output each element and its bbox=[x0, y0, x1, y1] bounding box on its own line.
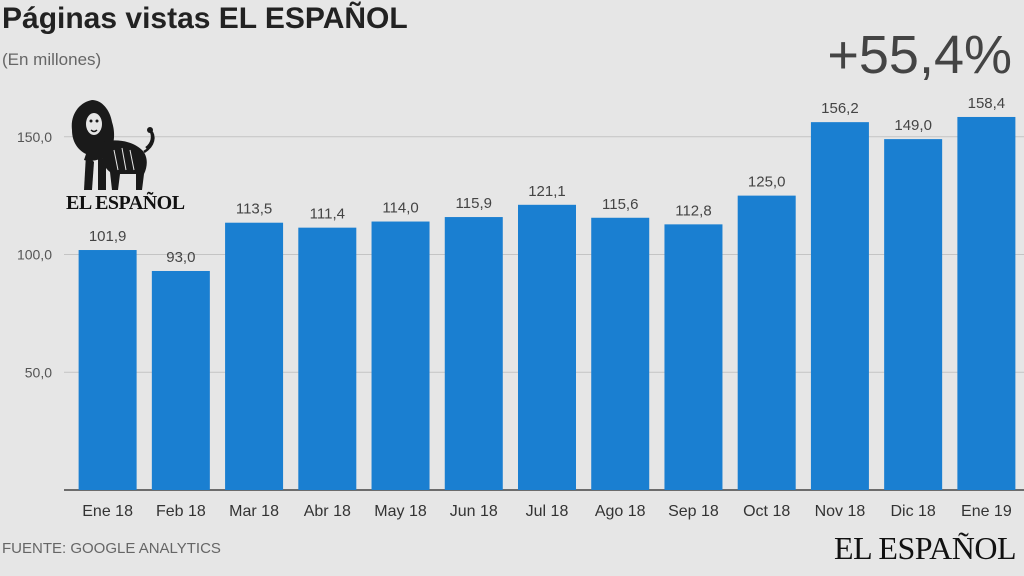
data-label: 158,4 bbox=[968, 95, 1006, 112]
x-tick-label: Ago 18 bbox=[595, 503, 646, 520]
bar bbox=[664, 224, 723, 490]
data-label: 115,6 bbox=[602, 196, 638, 213]
bar bbox=[151, 270, 210, 490]
bar bbox=[518, 204, 576, 490]
chart-title: Páginas vistas EL ESPAÑOL bbox=[2, 2, 408, 35]
x-tick-label: Dic 18 bbox=[890, 503, 935, 520]
data-label: 156,2 bbox=[821, 100, 859, 117]
bar bbox=[884, 139, 943, 491]
x-tick-label: Jul 18 bbox=[526, 503, 569, 520]
data-label: 112,8 bbox=[675, 202, 711, 219]
x-tick-label: Nov 18 bbox=[815, 503, 866, 520]
x-tick-label: Ene 18 bbox=[82, 503, 133, 520]
x-tick-label: Feb 18 bbox=[156, 503, 206, 520]
bar bbox=[78, 250, 137, 490]
x-tick-label: Ene 19 bbox=[961, 503, 1012, 520]
bar bbox=[298, 227, 357, 490]
data-label: 111,4 bbox=[310, 206, 345, 223]
bar bbox=[810, 122, 869, 491]
bar bbox=[957, 116, 1016, 490]
x-tick-label: Mar 18 bbox=[229, 503, 279, 520]
x-tick-label: Oct 18 bbox=[743, 503, 790, 520]
x-tick-label: Jun 18 bbox=[450, 503, 498, 520]
lion-icon bbox=[71, 100, 155, 190]
source-note: FUENTE: GOOGLE ANALYTICS bbox=[2, 540, 221, 557]
data-label: 149,0 bbox=[894, 117, 932, 134]
x-tick-label: May 18 bbox=[374, 503, 427, 520]
data-label: 121,1 bbox=[528, 183, 566, 200]
x-tick-label: Abr 18 bbox=[304, 503, 351, 520]
bar bbox=[444, 217, 503, 491]
data-label: 101,9 bbox=[89, 228, 127, 245]
y-tick-label: 150,0 bbox=[17, 129, 52, 145]
y-tick-label: 50,0 bbox=[25, 364, 52, 380]
bar bbox=[371, 221, 430, 490]
data-label: 115,9 bbox=[456, 195, 492, 212]
growth-highlight: +55,4% bbox=[827, 25, 1012, 85]
data-label: 114,0 bbox=[382, 200, 418, 217]
x-tick-label: Sep 18 bbox=[668, 503, 719, 520]
bar bbox=[591, 217, 650, 490]
brand-footer: EL ESPAÑOL bbox=[834, 530, 1016, 566]
data-label: 125,0 bbox=[748, 174, 786, 191]
data-label: 113,5 bbox=[236, 201, 272, 218]
bar bbox=[737, 195, 796, 490]
logo-wordmark: EL ESPAÑOL bbox=[66, 192, 185, 214]
y-tick-label: 100,0 bbox=[17, 247, 52, 263]
chart-subtitle: (En millones) bbox=[2, 50, 102, 69]
data-label: 93,0 bbox=[166, 249, 195, 266]
bar bbox=[225, 222, 284, 490]
